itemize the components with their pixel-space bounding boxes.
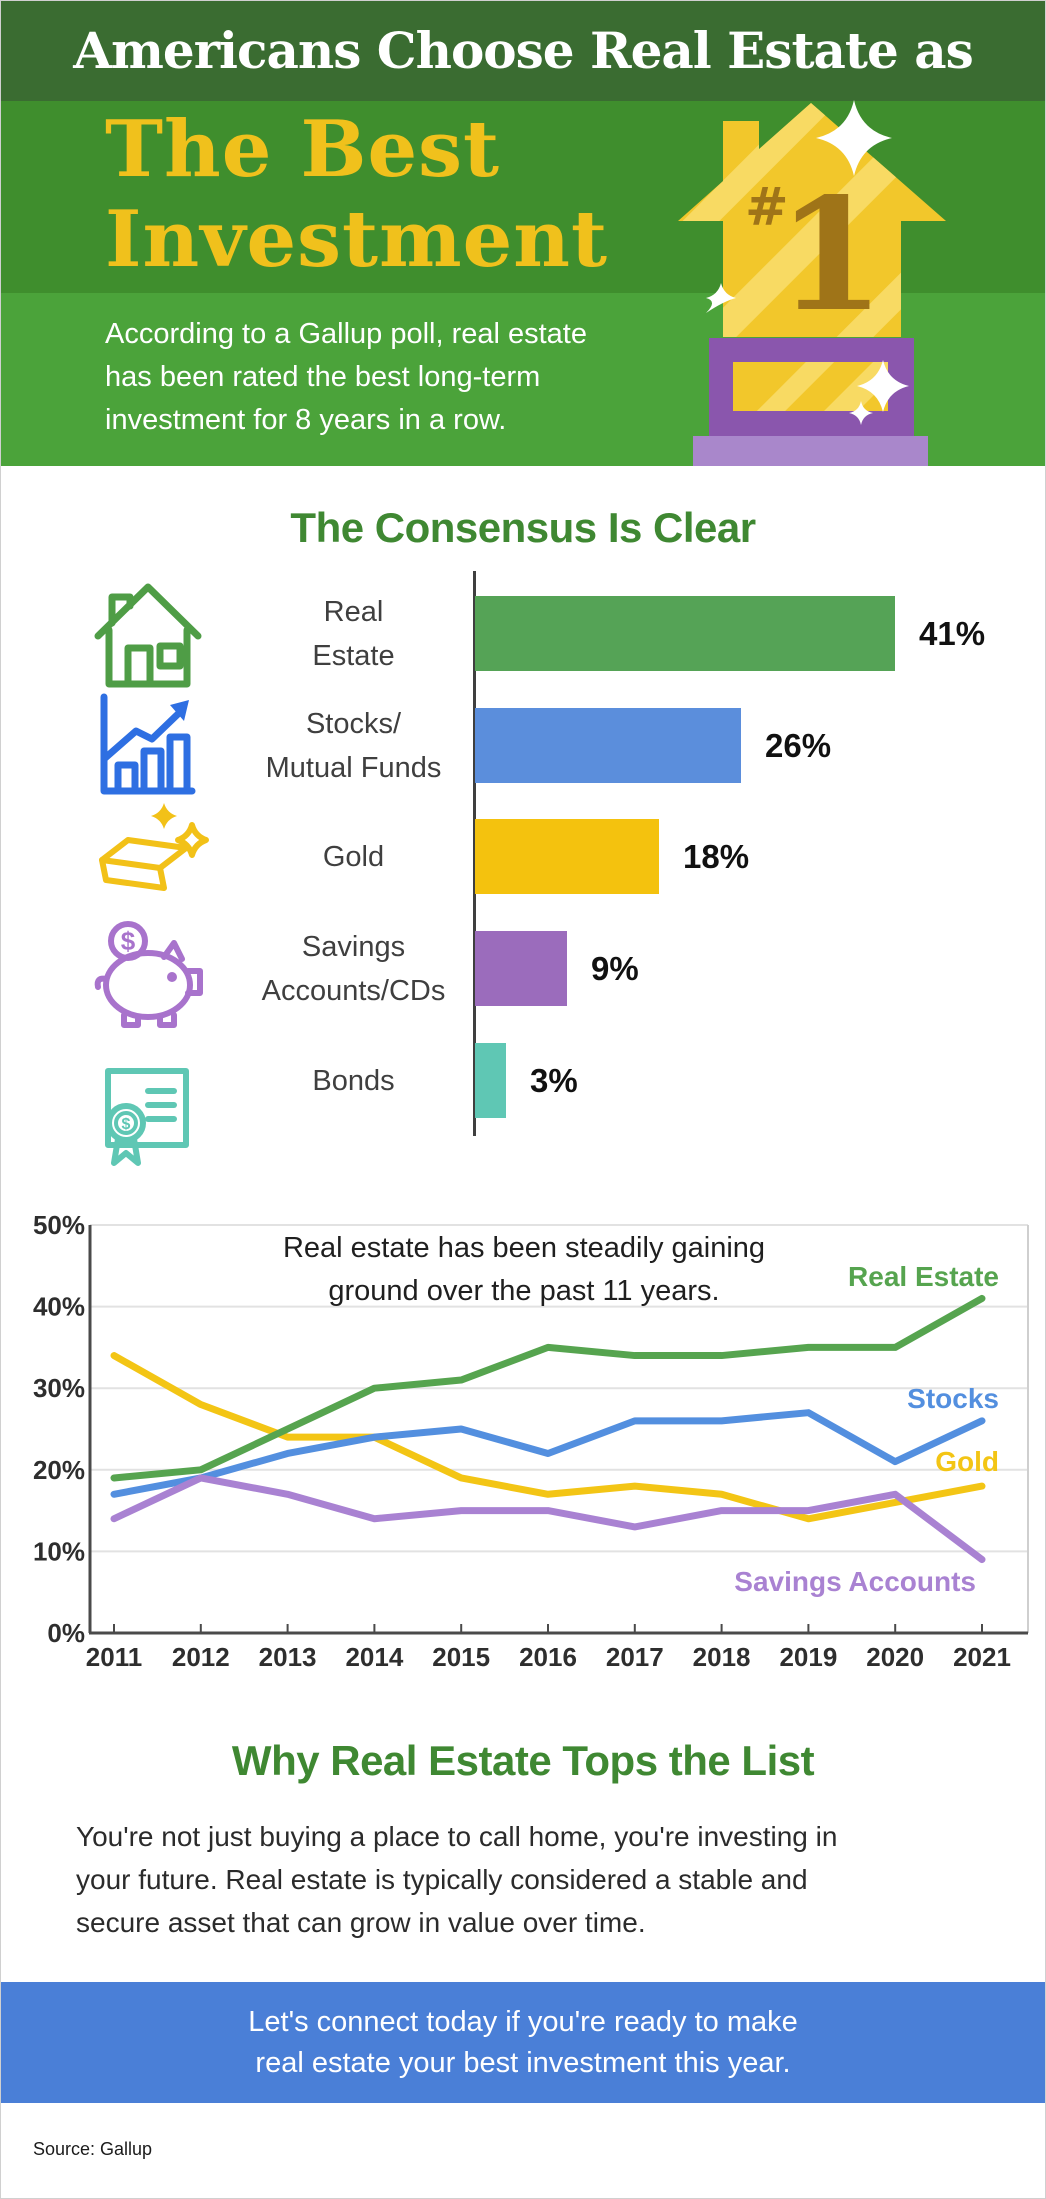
y-tick-label: 30% [33, 1373, 85, 1403]
y-tick-label: 10% [33, 1536, 85, 1566]
header-dark-band [1, 1, 1045, 101]
bar-real-estate [475, 596, 895, 671]
series-line-0 [110, 1294, 986, 1482]
why-section-body: You're not just buying a place to call h… [76, 1821, 838, 1938]
x-tick-label: 2017 [606, 1642, 664, 1672]
y-tick-label: 40% [33, 1292, 85, 1322]
piggy-bank-icon: $ [94, 921, 203, 1028]
bar-label: Gold [322, 840, 385, 873]
sparkle-icon [857, 360, 909, 412]
gold-bars-icon [99, 803, 209, 891]
x-tick-label: 2018 [693, 1642, 751, 1672]
bar-row: Bonds 3% [1, 1043, 1045, 1118]
bar-row: Real Estate 41% [1, 595, 1045, 672]
series-label: Gold [935, 1446, 999, 1477]
bar-label: Real Estate [312, 595, 395, 672]
y-tick-label: 20% [33, 1455, 85, 1485]
x-tick-label: 2014 [345, 1642, 403, 1672]
series-label: Real Estate [848, 1261, 999, 1292]
bar-label: Stocks/ Mutual Funds [265, 707, 442, 784]
series-line-1 [110, 1409, 986, 1498]
bar-bonds [475, 1043, 506, 1118]
number-one-house-trophy-icon: # 1 [678, 100, 946, 466]
y-tick-label: 50% [33, 1210, 85, 1240]
x-tick-label: 2015 [432, 1642, 490, 1672]
svg-text:$: $ [121, 926, 136, 956]
bar-chart-axis [473, 571, 476, 1136]
bar-value-label: 3% [530, 1061, 578, 1099]
bar-row: Savings Accounts/CDs 9% [1, 930, 1045, 1007]
bar-savings [475, 931, 567, 1006]
sparkle-icon [816, 100, 892, 176]
bar-label: Bonds [312, 1064, 395, 1097]
bar-value-label: 18% [683, 837, 750, 875]
source-note: Source: Gallup [33, 2139, 153, 2159]
series-line-2 [110, 1352, 986, 1523]
y-tick-label: 0% [47, 1618, 85, 1648]
x-tick-label: 2013 [259, 1642, 317, 1672]
cta-text: Let's connect today if you're ready to m… [248, 2005, 798, 2079]
series-label: Stocks [907, 1383, 999, 1414]
series-line-3 [110, 1474, 986, 1564]
bar-value-label: 41% [919, 614, 986, 652]
bar-gold [475, 819, 659, 894]
x-tick-label: 2020 [866, 1642, 924, 1672]
trophy-number-one: 1 [777, 163, 885, 346]
series-label: Savings Accounts [734, 1566, 976, 1597]
bar-row: Gold 18% [1, 819, 1045, 894]
trophy-hash-glyph: # [745, 177, 789, 238]
x-tick-label: 2012 [172, 1642, 230, 1672]
bond-certificate-icon: $ [105, 1068, 189, 1166]
bar-value-label: 26% [765, 726, 832, 764]
trend-line-chart: 50% 40% 30% 20% 10% 0%2011 2012 2013 2014 2015 201… [33, 1210, 1029, 1672]
svg-text:$: $ [122, 1116, 131, 1133]
stock-chart-icon [100, 693, 196, 795]
why-section-title: Why Real Estate Tops the List [231, 1737, 815, 1784]
cta-band: Let's connect today if you're ready to m… [1, 1982, 1045, 2103]
sparkle-icon [849, 401, 873, 425]
consensus-section-title: The Consensus Is Clear [290, 504, 756, 551]
sparkle-icon [706, 283, 736, 313]
page-title: The Best Investment [105, 104, 608, 285]
x-tick-label: 2016 [519, 1642, 577, 1672]
bar-stocks [475, 708, 741, 783]
x-tick-label: 2021 [953, 1642, 1011, 1672]
bar-label: Savings Accounts/CDs [261, 930, 446, 1007]
x-tick-label: 2019 [779, 1642, 837, 1672]
header-subtitle: According to a Gallup poll, real estate … [105, 318, 587, 436]
house-icon [94, 583, 202, 688]
x-tick-label: 2011 [86, 1642, 142, 1672]
bar-value-label: 9% [591, 949, 639, 987]
bar-row: Stocks/ Mutual Funds 26% [1, 707, 1045, 784]
header-kicker: Americans Choose Real Estate as [73, 21, 974, 80]
